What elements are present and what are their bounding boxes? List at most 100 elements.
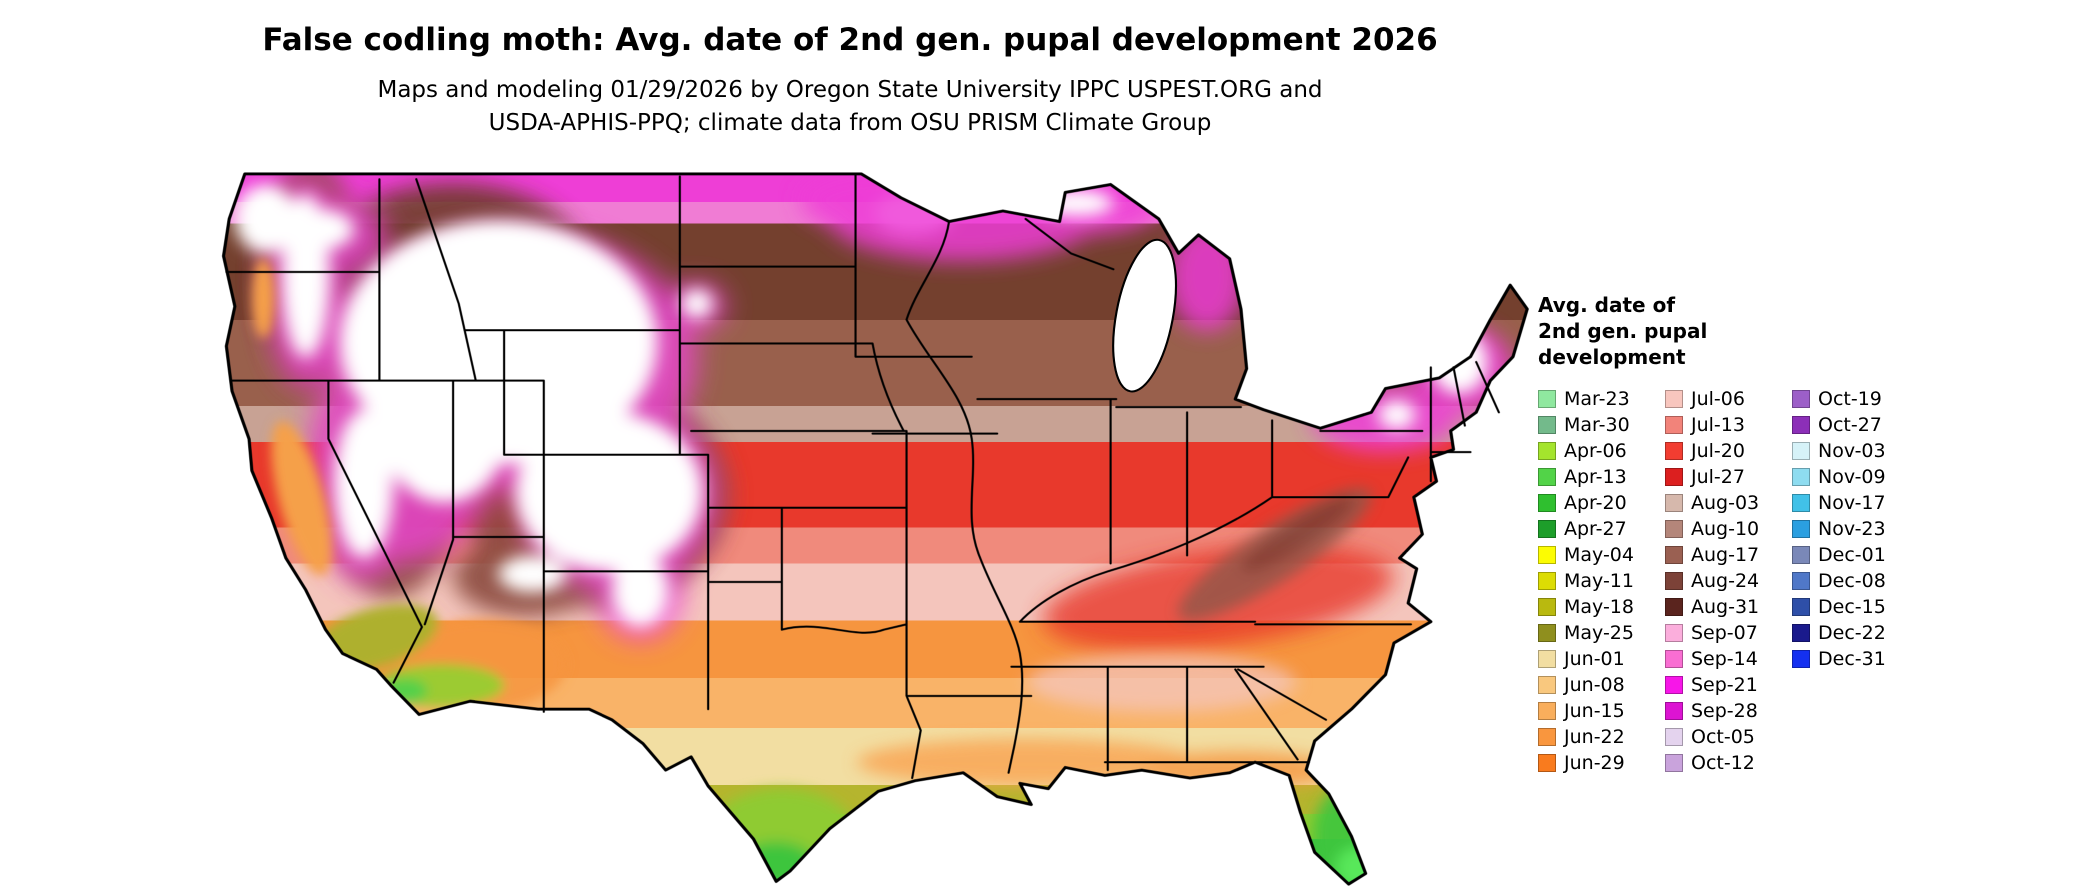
legend-item: Dec-01 [1792,542,1919,568]
legend-item: Jul-13 [1665,412,1792,438]
legend-item: Mar-23 [1538,386,1665,412]
legend-item: Oct-27 [1792,412,1919,438]
legend-swatch [1665,416,1683,434]
legend-label: Nov-09 [1818,466,1886,488]
legend-item: Apr-06 [1538,438,1665,464]
legend-swatch [1792,572,1810,590]
legend-label: Jul-13 [1691,414,1745,436]
map-fill-layers [223,173,1528,885]
legend-label: Nov-03 [1818,440,1886,462]
legend-swatch [1538,572,1556,590]
header: False codling moth: Avg. date of 2nd gen… [0,22,1700,140]
legend-item: May-11 [1538,568,1665,594]
legend-swatch [1665,702,1683,720]
legend-item: Dec-08 [1792,568,1919,594]
legend-swatch [1792,624,1810,642]
us-map [113,97,1530,892]
legend-item: Aug-31 [1665,594,1792,620]
legend-label: Aug-17 [1691,544,1760,566]
legend-item: Sep-21 [1665,672,1792,698]
legend-swatch [1665,572,1683,590]
legend-swatch [1792,520,1810,538]
legend-swatch [1538,390,1556,408]
legend-item: Oct-19 [1792,386,1919,412]
legend-columns: Mar-23 Mar-30 Apr-06 Apr-13 Apr-20 Apr-27 May-… [1538,386,1958,776]
legend-item: Aug-24 [1665,568,1792,594]
legend-swatch [1665,676,1683,694]
legend-label: Apr-20 [1564,492,1627,514]
legend: Avg. date of 2nd gen. pupal development … [1538,292,1958,776]
legend-item: Dec-31 [1792,646,1919,672]
legend-swatch [1792,494,1810,512]
legend-item: Nov-09 [1792,464,1919,490]
legend-swatch [1538,416,1556,434]
legend-swatch [1538,728,1556,746]
legend-label: May-11 [1564,570,1634,592]
us-map-graphic [221,172,1529,886]
legend-item: Jun-08 [1538,672,1665,698]
legend-label: Dec-01 [1818,544,1886,566]
legend-label: Jun-08 [1564,674,1625,696]
legend-label: Sep-07 [1691,622,1758,644]
legend-item: Aug-17 [1665,542,1792,568]
legend-item: Apr-27 [1538,516,1665,542]
legend-item: Jun-29 [1538,750,1665,776]
legend-item: Nov-23 [1792,516,1919,542]
legend-swatch [1665,754,1683,772]
legend-label: Nov-23 [1818,518,1886,540]
legend-label: May-04 [1564,544,1634,566]
legend-swatch [1792,390,1810,408]
legend-item: Apr-20 [1538,490,1665,516]
legend-swatch [1538,598,1556,616]
map-title: False codling moth: Avg. date of 2nd gen… [262,22,1438,58]
legend-swatch [1792,442,1810,460]
legend-item: Oct-05 [1665,724,1792,750]
legend-swatch [1538,754,1556,772]
legend-item: Nov-03 [1792,438,1919,464]
legend-swatch [1538,546,1556,564]
legend-label: Aug-24 [1691,570,1760,592]
legend-swatch [1665,728,1683,746]
legend-item: Sep-07 [1665,620,1792,646]
legend-swatch [1665,598,1683,616]
legend-swatch [1538,676,1556,694]
legend-label: Apr-27 [1564,518,1627,540]
legend-swatch [1792,546,1810,564]
legend-label: Aug-10 [1691,518,1760,540]
legend-item: Jul-06 [1665,386,1792,412]
legend-label: Oct-27 [1818,414,1882,436]
legend-swatch [1538,442,1556,460]
legend-label: Jun-29 [1564,752,1625,774]
legend-label: Jun-15 [1564,700,1625,722]
legend-label: Jul-06 [1691,388,1745,410]
legend-item: Mar-30 [1538,412,1665,438]
legend-swatch [1665,650,1683,668]
legend-item: May-18 [1538,594,1665,620]
lake-michigan [1112,238,1177,393]
map-subtitle-line1: Maps and modeling 01/29/2026 by Oregon S… [377,77,1323,103]
legend-item: Aug-03 [1665,490,1792,516]
legend-label: Mar-23 [1564,388,1630,410]
legend-item: Nov-17 [1792,490,1919,516]
legend-label: Sep-28 [1691,700,1758,722]
legend-title-line3: development [1538,345,1686,369]
legend-swatch [1792,416,1810,434]
legend-label: Apr-06 [1564,440,1627,462]
legend-label: May-18 [1564,596,1634,618]
legend-swatch [1665,624,1683,642]
legend-label: Mar-30 [1564,414,1630,436]
legend-title-line2: 2nd gen. pupal [1538,319,1708,343]
legend-label: Sep-21 [1691,674,1758,696]
legend-label: Jul-27 [1691,466,1745,488]
legend-label: Aug-31 [1691,596,1760,618]
legend-swatch [1538,624,1556,642]
legend-swatch [1665,442,1683,460]
legend-item: Jun-22 [1538,724,1665,750]
legend-swatch [1538,650,1556,668]
legend-swatch [1665,520,1683,538]
legend-item: Dec-15 [1792,594,1919,620]
legend-item: Aug-10 [1665,516,1792,542]
legend-item: Jun-15 [1538,698,1665,724]
legend-label: Apr-13 [1564,466,1627,488]
